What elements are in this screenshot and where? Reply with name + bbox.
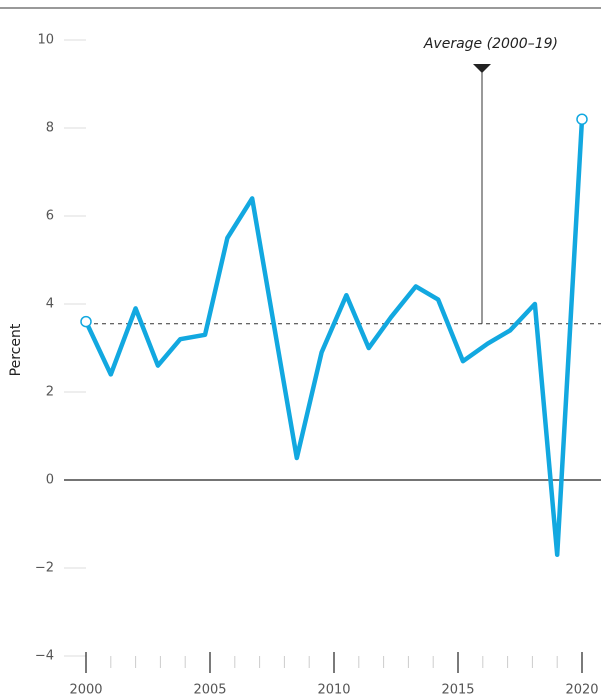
annotation: Average (2000–19)	[423, 36, 558, 52]
y-tick-label: 10	[37, 33, 54, 48]
x-tick-label: 2005	[193, 683, 226, 698]
end-marker	[576, 113, 588, 125]
x-tick-label: 2020	[565, 683, 598, 698]
y-tick-label: 0	[46, 473, 54, 488]
y-tick-label: 6	[46, 209, 54, 224]
data-line	[83, 119, 585, 558]
end-marker	[80, 315, 92, 328]
x-tick-label: 2015	[441, 683, 474, 698]
y-tick-label: −4	[35, 649, 54, 664]
x-tick-label: 2000	[69, 683, 102, 698]
y-axis-label: Percent	[8, 323, 24, 376]
y-tick-label: −2	[35, 561, 54, 576]
y-tick-label: 2	[46, 385, 54, 400]
y-tick-label: 8	[46, 121, 54, 136]
annotation-arrow	[473, 64, 491, 73]
x-tick-label: 2010	[317, 683, 350, 698]
y-tick-label: 4	[46, 297, 54, 312]
